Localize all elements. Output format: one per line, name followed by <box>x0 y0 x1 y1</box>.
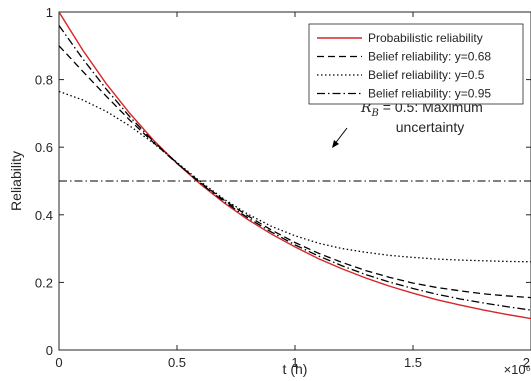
legend-label: Belief reliability: y=0.68 <box>368 50 491 64</box>
x-tick-label: 0 <box>55 355 62 370</box>
y-tick-label: 1 <box>46 5 53 20</box>
x-tick-label: 2 <box>523 355 530 370</box>
series-line-2 <box>59 45 531 299</box>
y-tick-label: 0.2 <box>35 275 53 290</box>
series-line-3 <box>59 90 531 263</box>
legend-label: Probabilistic reliability <box>368 31 483 45</box>
annotation-subscript: B <box>371 108 379 119</box>
x-tick-label: 0.5 <box>168 355 186 370</box>
y-tick-label: 0 <box>46 343 53 358</box>
y-tick-label: 0.8 <box>35 73 53 88</box>
x-tick-label: 1 <box>291 355 298 370</box>
x-multiplier-label: ×10⁶ <box>504 362 531 377</box>
series-line-1 <box>59 12 531 320</box>
legend-label: Belief reliability: y=0.95 <box>368 87 491 101</box>
annotation-arrow <box>332 127 348 148</box>
annotation-text-line2: uncertainty <box>396 119 464 135</box>
legend-label: Belief reliability: y=0.5 <box>368 68 485 82</box>
series-layer <box>59 12 531 320</box>
y-tick-label: 0.6 <box>35 140 53 155</box>
y-tick-label: 0.4 <box>35 208 53 223</box>
y-axis: 0 0.2 0.4 0.6 0.8 1 <box>35 5 531 358</box>
legend: Probabilistic reliability Belief reliabil… <box>308 23 524 105</box>
series-line-4 <box>59 25 531 311</box>
x-axis-label: t (h) <box>283 361 308 377</box>
y-axis-label: Reliability <box>8 151 24 211</box>
x-tick-label: 1.5 <box>404 355 422 370</box>
